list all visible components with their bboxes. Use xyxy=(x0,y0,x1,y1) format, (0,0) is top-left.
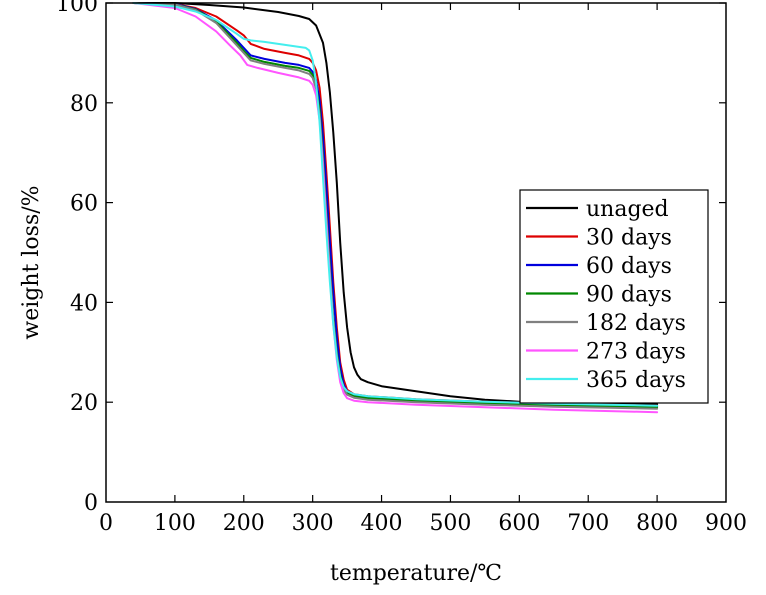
plot-area-frame xyxy=(105,2,727,503)
legend-box xyxy=(519,189,709,404)
legend-label-4: 90 days xyxy=(586,283,672,308)
legend-label-1: unaged xyxy=(586,197,669,222)
legend: unaged 30 days 60 days 90 days 182 days 273 d… xyxy=(519,189,709,404)
x-tick-label: 600 xyxy=(498,511,540,536)
x-tick-label: 500 xyxy=(429,511,471,536)
legend-label-3: 60 days xyxy=(586,254,672,279)
x-tick-label: 900 xyxy=(705,511,747,536)
legend-label-7: 365 days xyxy=(586,368,686,393)
series-layer xyxy=(132,2,659,414)
x-tick-label: 700 xyxy=(567,511,609,536)
y-tick-label: 40 xyxy=(70,291,98,316)
series-line-1 xyxy=(132,2,659,406)
legend-entries: unaged 30 days 60 days 90 days 182 days 273 d… xyxy=(526,197,686,393)
y-tick-label: 20 xyxy=(70,391,98,416)
legend-label-5: 182 days xyxy=(586,311,686,336)
x-tick-label: 0 xyxy=(99,511,113,536)
x-tick-label: 100 xyxy=(154,511,196,536)
legend-label-2: 30 days xyxy=(586,226,672,251)
y-tick-label: 80 xyxy=(70,92,98,117)
series-line-7 xyxy=(132,2,659,407)
y-tick-label: 0 xyxy=(84,491,98,516)
axis-tick-labels: 0 100 200 300 400 500 600 700 800 900 0 20 40 60 80 100 xyxy=(56,0,747,536)
x-tick-label: 300 xyxy=(292,511,334,536)
axis-ticks xyxy=(106,2,726,502)
x-tick-label: 400 xyxy=(361,511,403,536)
y-tick-label: 100 xyxy=(56,0,98,17)
y-axis-label: weight loss/% xyxy=(19,185,44,339)
x-axis-label: temperature/℃ xyxy=(330,561,502,586)
x-tick-label: 200 xyxy=(223,511,265,536)
x-tick-label: 800 xyxy=(636,511,678,536)
y-tick-label: 60 xyxy=(70,192,98,217)
legend-label-6: 273 days xyxy=(586,340,686,365)
